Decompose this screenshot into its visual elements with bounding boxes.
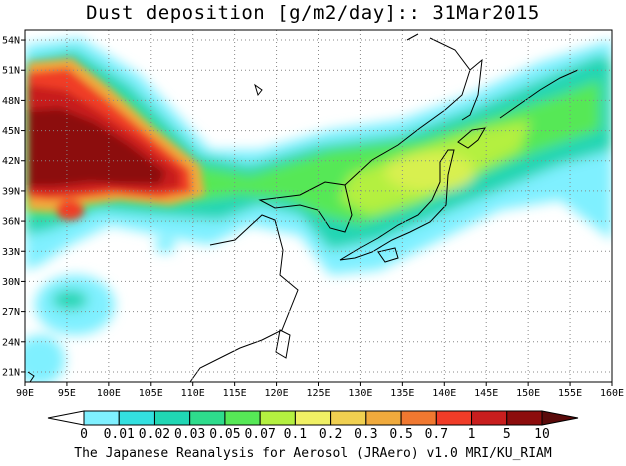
colorbar-swatch [294,410,332,426]
colorbar-swatch [189,410,226,426]
lat-tick-label: 42N [2,156,20,167]
lat-tick-label: 54N [2,36,20,47]
colorbar-label: 0.7 [425,427,448,442]
coastline [27,33,579,382]
lat-tick-label: 24N [2,337,20,348]
lon-tick-label: 130E [348,388,372,399]
lon-tick-label: 95E [58,388,76,399]
lat-tick-label: 30N [2,277,20,288]
lon-tick-label: 145E [474,388,498,399]
lon-tick-label: 155E [558,388,582,399]
colorbar-swatch [471,410,508,426]
lat-lon-grid [25,30,612,382]
lon-tick-label: 120E [265,388,289,399]
colorbar-swatch [435,410,473,426]
colorbar-label: 1 [468,427,476,442]
lat-tick-label: 21N [2,367,20,378]
colorbar-swatch [365,410,402,426]
colorbar-low-arrow [47,410,85,426]
colorbar-label: 0.2 [319,427,342,442]
lat-tick-label: 39N [2,186,20,197]
lat-tick-label: 27N [2,307,20,318]
lat-tick-label: 48N [2,96,20,107]
colorbar-label: 10 [534,427,550,442]
lon-tick-label: 125E [306,388,330,399]
colorbar-swatch [118,410,155,426]
colorbar: 0 0.01 0.02 0.03 0.05 0.07 0.1 0.2 0.3 0.5 0.7 1 5 10 [47,410,579,442]
colorbar-swatch [259,410,296,426]
colorbar-swatch [400,410,437,426]
lon-tick-label: 115E [223,388,247,399]
lon-tick-label: 100E [97,388,121,399]
colorbar-swatch [224,410,261,426]
colorbar-label: 0.01 [104,427,135,442]
colorbar-label: 0.03 [174,427,205,442]
colorbar-high-arrow [541,410,579,426]
lat-tick-label: 36N [2,217,20,228]
map-title: Dust deposition [g/m2/day]:: 31Mar2015 [86,2,540,24]
lon-tick-label: 105E [139,388,163,399]
colorbar-label: 0.5 [389,427,412,442]
colorbar-label: 0.07 [244,427,275,442]
lat-tick-label: 45N [2,126,20,137]
lat-tick-label: 33N [2,247,20,258]
colorbar-label: 0.02 [139,427,170,442]
lon-tick-label: 160E [600,388,624,399]
colorbar-swatch [153,410,191,426]
colorbar-swatch [83,410,120,426]
lon-tick-label: 140E [432,388,456,399]
colorbar-label: 5 [503,427,511,442]
colorbar-swatch [330,410,367,426]
colorbar-label: 0.3 [354,427,377,442]
lat-tick-label: 51N [2,66,20,77]
colorbar-label: 0 [80,427,88,442]
lon-tick-label: 135E [390,388,414,399]
colorbar-label: 0.1 [284,427,307,442]
dust-field [25,30,612,382]
colorbar-label: 0.05 [209,427,240,442]
colorbar-swatch [506,410,543,426]
lon-tick-label: 110E [181,388,205,399]
axis-ticks: 90E 95E 100E 105E 110E 115E 120E 125E 130E 135E 14… [2,36,624,399]
lon-tick-label: 90E [16,388,34,399]
footer-credit: The Japanese Reanalysis for Aerosol (JRA… [74,446,552,461]
lon-tick-label: 150E [516,388,540,399]
